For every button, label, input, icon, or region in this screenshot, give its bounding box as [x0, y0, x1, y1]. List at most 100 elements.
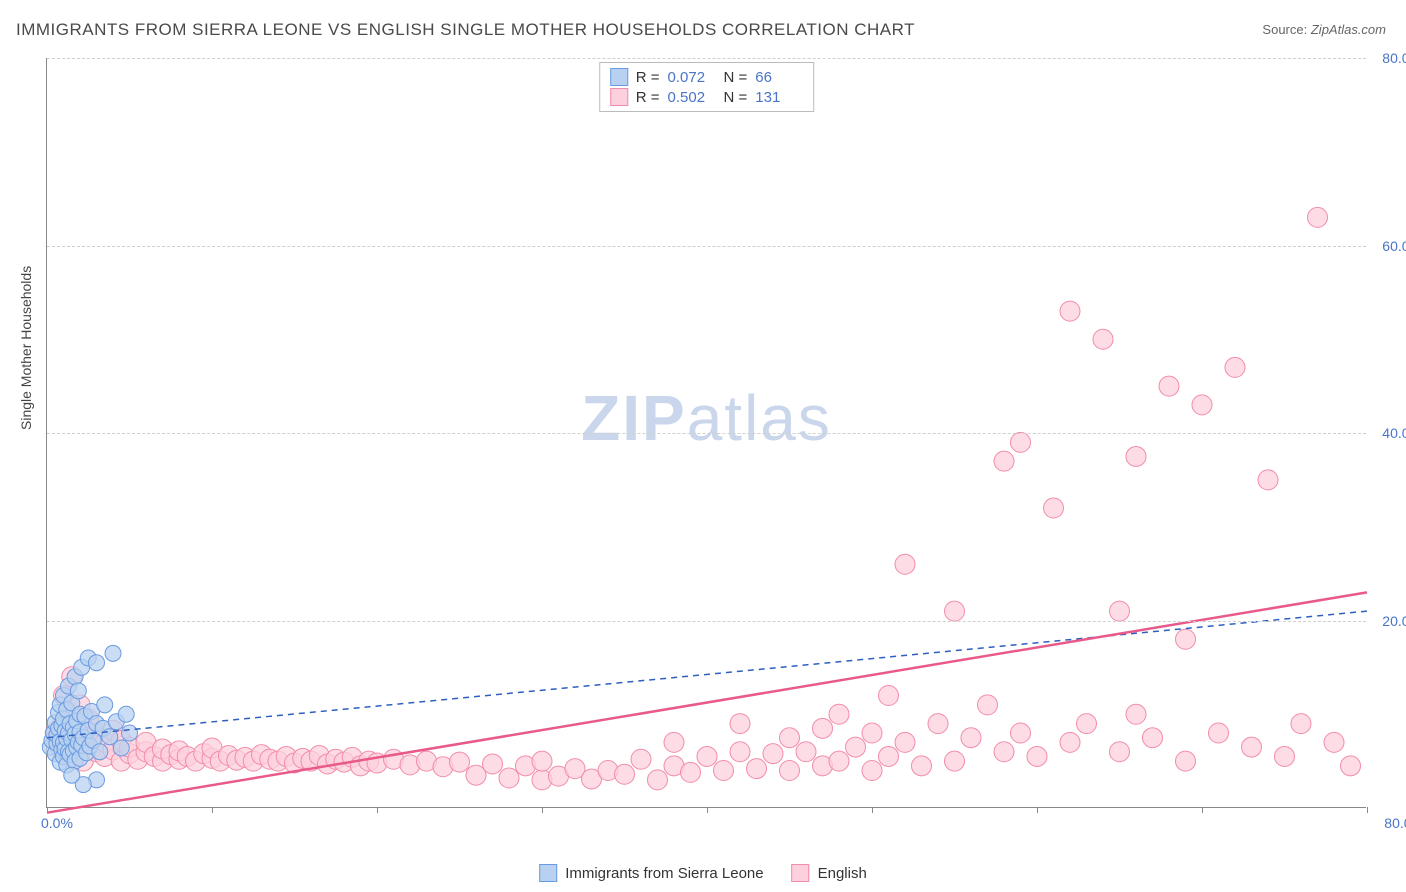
scatter-point [895, 732, 915, 752]
scatter-point [615, 764, 635, 784]
scatter-point [961, 728, 981, 748]
scatter-point [747, 759, 767, 779]
scatter-point [681, 762, 701, 782]
scatter-point [829, 751, 849, 771]
legend-label-0: Immigrants from Sierra Leone [565, 865, 763, 882]
stats-legend: R = 0.072 N = 66 R = 0.502 N = 131 [599, 62, 815, 112]
scatter-point [1060, 732, 1080, 752]
scatter-point [912, 756, 932, 776]
n-label-1: N = [724, 89, 748, 106]
scatter-point [813, 718, 833, 738]
scatter-point [1192, 395, 1212, 415]
grid-h [47, 433, 1366, 434]
chart-title: IMMIGRANTS FROM SIERRA LEONE VS ENGLISH … [16, 20, 915, 40]
scatter-point [664, 732, 684, 752]
scatter-point [532, 751, 552, 771]
scatter-point [1110, 742, 1130, 762]
scatter-point [1110, 601, 1130, 621]
scatter-point [730, 714, 750, 734]
r-label-0: R = [636, 69, 660, 86]
ytick-label: 20.0% [1372, 613, 1406, 629]
scatter-point [1324, 732, 1344, 752]
ytick-label: 40.0% [1372, 425, 1406, 441]
scatter-point [1308, 207, 1328, 227]
scatter-point [1242, 737, 1262, 757]
scatter-point [1077, 714, 1097, 734]
swatch-series-0 [610, 68, 628, 86]
source-attribution: Source: ZipAtlas.com [1262, 22, 1386, 37]
scatter-point [1258, 470, 1278, 490]
scatter-point [89, 655, 105, 671]
xtick [707, 807, 708, 813]
scatter-point [862, 761, 882, 781]
scatter-point [796, 742, 816, 762]
xtick [212, 807, 213, 813]
scatter-point [105, 645, 121, 661]
scatter-point [118, 706, 134, 722]
source-value: ZipAtlas.com [1311, 22, 1386, 37]
scatter-point [648, 770, 668, 790]
stats-row-0: R = 0.072 N = 66 [610, 67, 804, 87]
scatter-point [994, 742, 1014, 762]
grid-h [47, 58, 1366, 59]
legend-item-1: English [792, 864, 867, 882]
scatter-point [97, 697, 113, 713]
xtick [1037, 807, 1038, 813]
scatter-point [879, 686, 899, 706]
scatter-point [1011, 723, 1031, 743]
xtick [1202, 807, 1203, 813]
scatter-point [862, 723, 882, 743]
scatter-point [499, 768, 519, 788]
xtick [542, 807, 543, 813]
scatter-point [829, 704, 849, 724]
grid-h [47, 246, 1366, 247]
scatter-point [978, 695, 998, 715]
y-axis-label: Single Mother Households [18, 266, 34, 430]
scatter-point [631, 749, 651, 769]
scatter-point [1044, 498, 1064, 518]
trend-line [47, 611, 1367, 738]
scatter-point [450, 752, 470, 772]
scatter-point [113, 740, 129, 756]
scatter-point [730, 742, 750, 762]
legend-swatch-1 [792, 864, 810, 882]
scatter-point [994, 451, 1014, 471]
scatter-point [895, 554, 915, 574]
scatter-point [879, 746, 899, 766]
scatter-point [1291, 714, 1311, 734]
scatter-point [697, 746, 717, 766]
scatter-point [945, 601, 965, 621]
scatter-point [1225, 357, 1245, 377]
scatter-point [1159, 376, 1179, 396]
scatter-point [122, 725, 138, 741]
scatter-point [1126, 446, 1146, 466]
scatter-point [1176, 629, 1196, 649]
x-max-label: 80.0% [1384, 815, 1406, 831]
scatter-point [483, 754, 503, 774]
scatter-point [92, 744, 108, 760]
scatter-point [780, 728, 800, 748]
xtick [872, 807, 873, 813]
scatter-point [1093, 329, 1113, 349]
scatter-point [763, 744, 783, 764]
xtick [47, 807, 48, 813]
scatter-point [1126, 704, 1146, 724]
scatter-point [780, 761, 800, 781]
scatter-point [1275, 746, 1295, 766]
n-value-0: 66 [755, 69, 803, 86]
r-label-1: R = [636, 89, 660, 106]
scatter-point [1143, 728, 1163, 748]
scatter-point [1209, 723, 1229, 743]
scatter-point [928, 714, 948, 734]
r-value-1: 0.502 [668, 89, 716, 106]
xtick [1367, 807, 1368, 813]
bottom-legend: Immigrants from Sierra Leone English [539, 864, 867, 882]
legend-item-0: Immigrants from Sierra Leone [539, 864, 763, 882]
scatter-point [945, 751, 965, 771]
ytick-label: 60.0% [1372, 238, 1406, 254]
source-label: Source: [1262, 22, 1307, 37]
r-value-0: 0.072 [668, 69, 716, 86]
trend-line [47, 592, 1367, 812]
scatter-point [1060, 301, 1080, 321]
scatter-point [1341, 756, 1361, 776]
